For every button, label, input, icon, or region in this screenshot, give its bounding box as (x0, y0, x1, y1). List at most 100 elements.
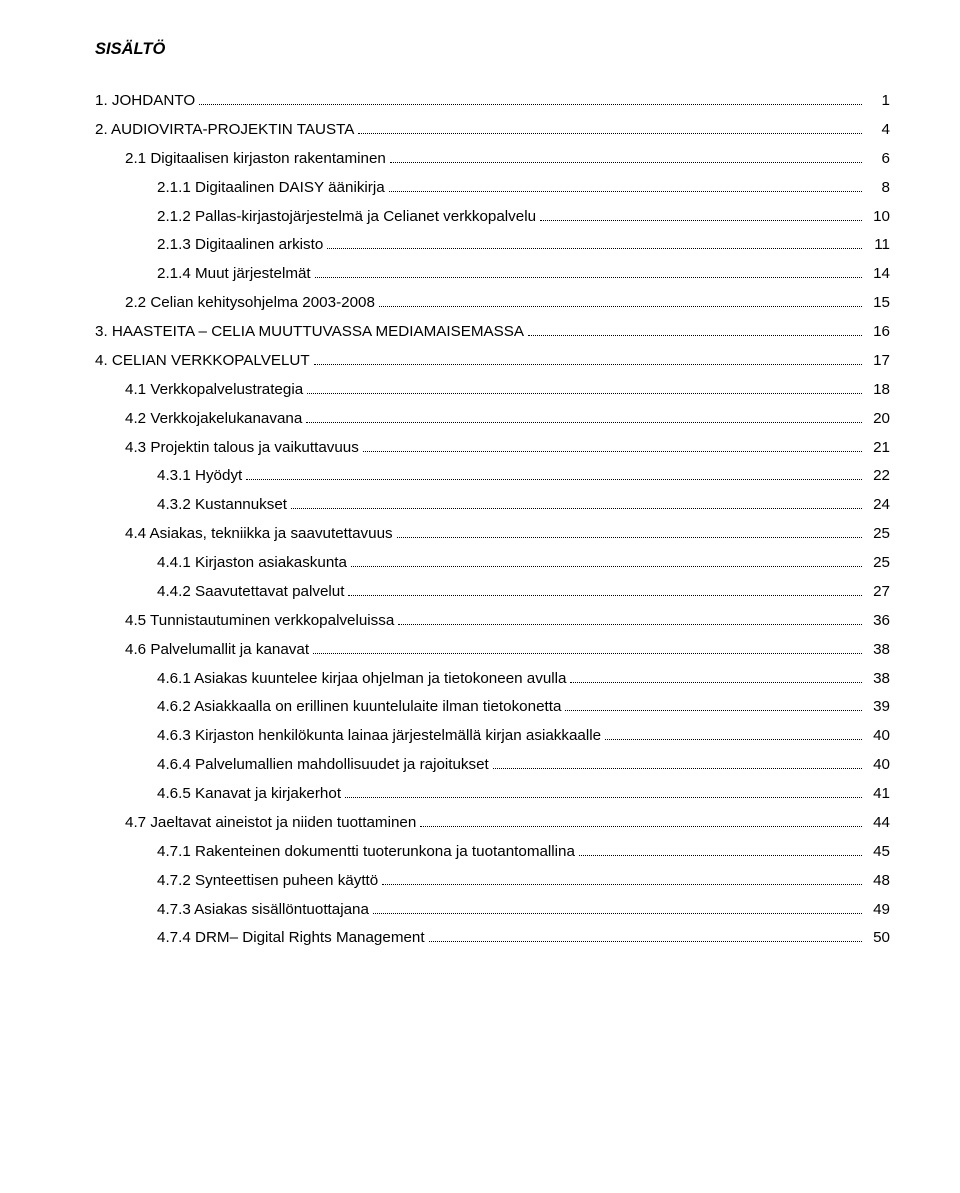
toc-entry-label: 2.1.2 Pallas-kirjastojärjestelmä ja Celi… (157, 203, 536, 232)
toc-leader-dots (382, 884, 862, 885)
toc-entry-page: 24 (866, 491, 890, 520)
toc-entry-page: 20 (866, 405, 890, 434)
toc-entry-label: 4.2 Verkkojakelukanavana (125, 405, 302, 434)
toc-entry: 4.4.2 Saavutettavat palvelut 27 (95, 578, 890, 607)
toc-entry: 4.1 Verkkopalvelustrategia 18 (95, 376, 890, 405)
toc-entry-page: 17 (866, 347, 890, 376)
toc-leader-dots (358, 133, 862, 134)
toc-entry-label: 2. AUDIOVIRTA-PROJEKTIN TAUSTA (95, 116, 354, 145)
toc-entry: 4.6.2 Asiakkaalla on erillinen kuuntelul… (95, 693, 890, 722)
toc-leader-dots (291, 508, 862, 509)
toc-leader-dots (246, 479, 862, 480)
toc-entry-page: 45 (866, 838, 890, 867)
toc-leader-dots (389, 191, 862, 192)
toc-entry-page: 1 (866, 87, 890, 116)
toc-entry-label: 2.2 Celian kehitysohjelma 2003-2008 (125, 289, 375, 318)
toc-entry-label: 4.3.2 Kustannukset (157, 491, 287, 520)
toc-leader-dots (397, 537, 862, 538)
toc-entry-label: 4.4.1 Kirjaston asiakaskunta (157, 549, 347, 578)
toc-entry-page: 27 (866, 578, 890, 607)
toc-entry-page: 39 (866, 693, 890, 722)
toc-entry-page: 21 (866, 434, 890, 463)
toc-entry: 4.7.4 DRM– Digital Rights Management 50 (95, 924, 890, 953)
toc-entry-page: 49 (866, 896, 890, 925)
toc-entry-label: 4.5 Tunnistautuminen verkkopalveluissa (125, 607, 394, 636)
toc-entry: 1. JOHDANTO 1 (95, 87, 890, 116)
toc-entry: 4.3.1 Hyödyt 22 (95, 462, 890, 491)
toc-leader-dots (307, 393, 862, 394)
toc-entry: 4.3 Projektin talous ja vaikuttavuus 21 (95, 434, 890, 463)
toc-entry-page: 36 (866, 607, 890, 636)
toc-leader-dots (390, 162, 862, 163)
toc-leader-dots (493, 768, 862, 769)
toc-entry-page: 40 (866, 722, 890, 751)
toc-leader-dots (199, 104, 862, 105)
toc-entry: 4.5 Tunnistautuminen verkkopalveluissa 36 (95, 607, 890, 636)
toc-entry-label: 4.6.5 Kanavat ja kirjakerhot (157, 780, 341, 809)
toc-leader-dots (315, 277, 862, 278)
toc-entry: 2.2 Celian kehitysohjelma 2003-200815 (95, 289, 890, 318)
toc-entry: 4. CELIAN VERKKOPALVELUT 17 (95, 347, 890, 376)
toc-entry: 4.6.5 Kanavat ja kirjakerhot41 (95, 780, 890, 809)
toc-leader-dots (313, 653, 862, 654)
toc-entry-page: 40 (866, 751, 890, 780)
toc-entry-label: 4.7.4 DRM– Digital Rights Management (157, 924, 425, 953)
toc-entry-page: 11 (866, 231, 890, 260)
toc-entry-label: 4. CELIAN VERKKOPALVELUT (95, 347, 310, 376)
toc-leader-dots (429, 941, 862, 942)
toc-entry-page: 10 (866, 203, 890, 232)
toc-entry-page: 6 (866, 145, 890, 174)
toc-entry: 2.1.2 Pallas-kirjastojärjestelmä ja Celi… (95, 203, 890, 232)
toc-entry: 2.1.1 Digitaalinen DAISY äänikirja 8 (95, 174, 890, 203)
toc-entry-page: 8 (866, 174, 890, 203)
toc-entry: 2.1 Digitaalisen kirjaston rakentaminen 6 (95, 145, 890, 174)
toc-entry: 4.2 Verkkojakelukanavana 20 (95, 405, 890, 434)
toc-entry: 4.6 Palvelumallit ja kanavat 38 (95, 636, 890, 665)
toc-entry-label: 4.6.4 Palvelumallien mahdollisuudet ja r… (157, 751, 489, 780)
toc-entry: 2.1.4 Muut järjestelmät 14 (95, 260, 890, 289)
toc-entry-page: 50 (866, 924, 890, 953)
toc-entry: 4.4 Asiakas, tekniikka ja saavutettavuus… (95, 520, 890, 549)
toc-entry-page: 48 (866, 867, 890, 896)
toc-entry: 4.7.3 Asiakas sisällöntuottajana 49 (95, 896, 890, 925)
toc-leader-dots (528, 335, 862, 336)
toc-leader-dots (398, 624, 862, 625)
toc-entry-label: 2.1 Digitaalisen kirjaston rakentaminen (125, 145, 386, 174)
toc-entry-label: 2.1.3 Digitaalinen arkisto (157, 231, 323, 260)
toc-leader-dots (306, 422, 862, 423)
toc-entry-label: 4.7.3 Asiakas sisällöntuottajana (157, 896, 369, 925)
toc-entry-page: 25 (866, 520, 890, 549)
toc-entry-label: 2.1.1 Digitaalinen DAISY äänikirja (157, 174, 385, 203)
toc-entry-page: 14 (866, 260, 890, 289)
toc-entry: 4.6.4 Palvelumallien mahdollisuudet ja r… (95, 751, 890, 780)
toc-entry-label: 4.4.2 Saavutettavat palvelut (157, 578, 344, 607)
toc-entry-page: 38 (866, 636, 890, 665)
toc-entry-label: 4.3 Projektin talous ja vaikuttavuus (125, 434, 359, 463)
toc-leader-dots (379, 306, 862, 307)
toc-entry: 4.3.2 Kustannukset 24 (95, 491, 890, 520)
toc-entry-label: 1. JOHDANTO (95, 87, 195, 116)
toc-entry-label: 4.6 Palvelumallit ja kanavat (125, 636, 309, 665)
toc-leader-dots (351, 566, 862, 567)
toc-leader-dots (565, 710, 862, 711)
toc-entry-label: 4.7 Jaeltavat aineistot ja niiden tuotta… (125, 809, 416, 838)
toc-leader-dots (605, 739, 862, 740)
toc-leader-dots (420, 826, 862, 827)
toc-entry: 4.7.1 Rakenteinen dokumentti tuoterunkon… (95, 838, 890, 867)
toc-entry: 4.6.3 Kirjaston henkilökunta lainaa järj… (95, 722, 890, 751)
toc-container: 1. JOHDANTO 1 2. AUDIOVIRTA-PROJEKTIN TAUS… (95, 87, 890, 953)
toc-leader-dots (540, 220, 862, 221)
toc-entry-page: 18 (866, 376, 890, 405)
toc-entry-label: 4.1 Verkkopalvelustrategia (125, 376, 303, 405)
toc-entry: 4.7.2 Synteettisen puheen käyttö48 (95, 867, 890, 896)
toc-leader-dots (327, 248, 862, 249)
toc-entry-label: 4.6.3 Kirjaston henkilökunta lainaa järj… (157, 722, 601, 751)
toc-entry-page: 22 (866, 462, 890, 491)
toc-entry-page: 25 (866, 549, 890, 578)
toc-entry-label: 2.1.4 Muut järjestelmät (157, 260, 311, 289)
toc-leader-dots (363, 451, 862, 452)
toc-leader-dots (348, 595, 862, 596)
toc-leader-dots (373, 913, 862, 914)
toc-entry-label: 4.3.1 Hyödyt (157, 462, 242, 491)
toc-entry-label: 4.7.1 Rakenteinen dokumentti tuoterunkon… (157, 838, 575, 867)
